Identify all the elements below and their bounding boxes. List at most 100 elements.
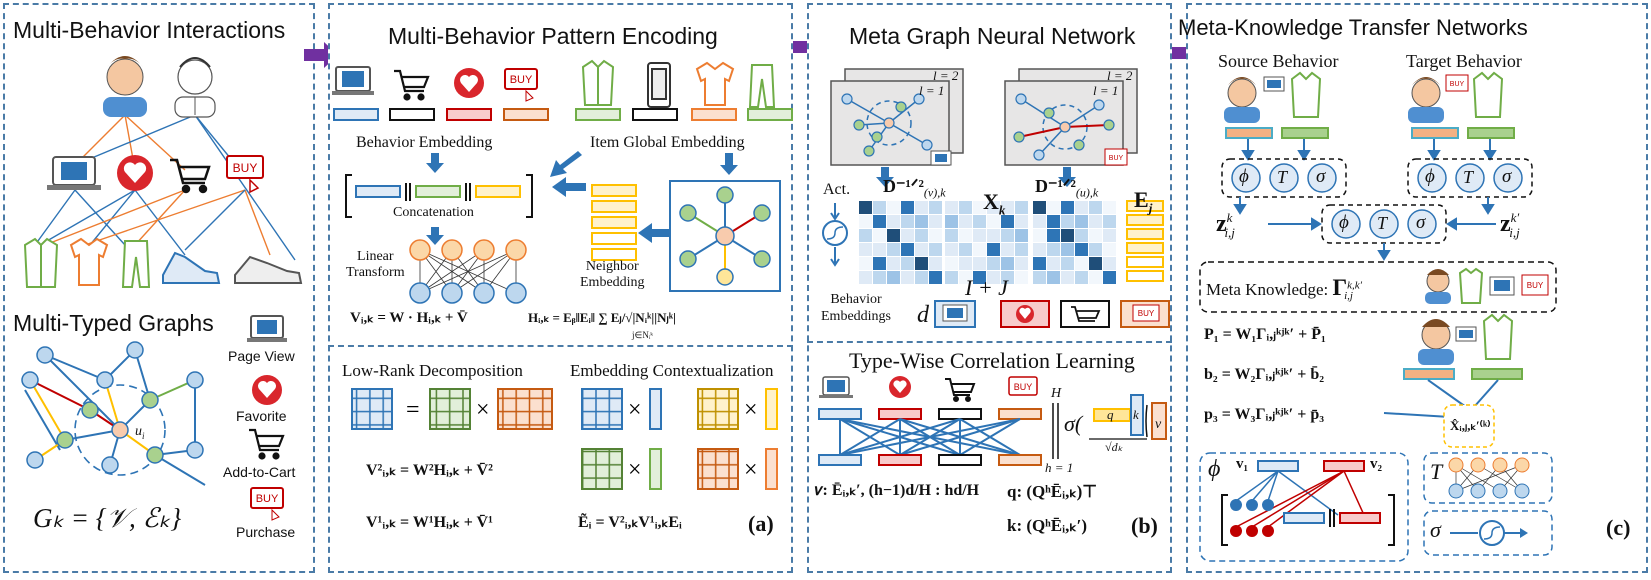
panel-label-b: (b) (1131, 513, 1158, 538)
neighbor-embedding-label: Neighbor Embedding (580, 259, 645, 291)
v-label: v (1155, 417, 1162, 432)
matrix-cell (959, 257, 972, 270)
phi-symbol: ϕ (1239, 166, 1249, 187)
d-v-label: D⁻¹ᐟ²(v),k (883, 176, 946, 200)
item-global-embedding-label: Item Global Embedding (590, 134, 745, 151)
matrix-cell (901, 201, 914, 214)
svg-text:BUY: BUY (1138, 309, 1155, 318)
matrix-cell (901, 215, 914, 228)
matrix-cell (945, 229, 958, 242)
transfer-diagram: BUY BUY (1199, 71, 1557, 562)
matrix-cell (887, 201, 900, 214)
matrix-cell (1047, 215, 1060, 228)
matrix-cell (1047, 243, 1060, 256)
matrix-cell (873, 201, 886, 214)
encoding-diagram-top: BUY (332, 59, 793, 304)
matrix-cell (887, 257, 900, 270)
H-label: H (1051, 386, 1062, 401)
matrix-cell (887, 271, 900, 284)
eq-v-ik: Vᵢ,ₖ = W · Hᵢ,ₖ + V̄ (350, 310, 468, 326)
matrix-cell (929, 201, 942, 214)
cart-icon (170, 158, 211, 194)
behavior-embeddings-label: Behavior Embeddings (821, 292, 891, 324)
contextualization-title: Embedding Contextualization (570, 361, 774, 380)
behavior-embedding-label: Behavior Embedding (356, 134, 493, 151)
matrix-cell (1015, 243, 1028, 256)
concatenation-label: Concatenation (393, 205, 474, 220)
matrix-cell (873, 243, 886, 256)
legend-favorite: Favorite (236, 408, 287, 424)
T-symbol-2: T (1463, 167, 1474, 187)
matrix-cell (873, 257, 886, 270)
matrix-cell (945, 271, 958, 284)
layer-label-2: l = 2 (933, 68, 959, 83)
matrix-cell (929, 229, 942, 242)
low-rank-title: Low-Rank Decomposition (342, 361, 523, 380)
panel-title: Meta-Knowledge Transfer Networks (1178, 15, 1528, 40)
svg-text:=: = (406, 397, 420, 423)
matrix-cell (859, 271, 872, 284)
matrix-cell (1075, 243, 1088, 256)
matrix-cell (1089, 201, 1102, 214)
matrix-cell (987, 271, 1000, 284)
matrix-cell (915, 229, 928, 242)
legend-page-view: Page View (228, 348, 295, 364)
matrix-cell (987, 257, 1000, 270)
matrix-cell (859, 243, 872, 256)
q-label: q (1107, 407, 1114, 422)
matrix-cell (1047, 201, 1060, 214)
matrix-cell (901, 229, 914, 242)
matrix-cell (929, 257, 942, 270)
matrix-cell (1001, 271, 1014, 284)
d-u-label: D⁻¹ᐟ²(u),k (1035, 176, 1099, 200)
phi-subbox-symbol: ϕ (1208, 456, 1221, 482)
page-view-icon (819, 376, 853, 398)
matrix-cell (987, 215, 1000, 228)
sigma-label: σ( (1064, 411, 1083, 436)
matrix-cell (859, 215, 872, 228)
matrix-cell (959, 271, 972, 284)
matrix-cell (873, 229, 886, 242)
q-eq: q: (QʰĒᵢ,ₖ)⊤ (1007, 482, 1098, 501)
degree-matrix-v (859, 201, 945, 284)
graph-formula: Gₖ = {𝒱, ℰₖ} (33, 503, 182, 533)
matrix-cell (915, 271, 928, 284)
z-target: zk′i,j (1500, 210, 1520, 240)
matrix-cell (945, 215, 958, 228)
target-user-avatar (1408, 77, 1444, 123)
matrix-cell (873, 271, 886, 284)
legend-icons: BUY (247, 315, 287, 521)
T-symbol: T (1277, 167, 1288, 187)
phone-item-icon (647, 62, 671, 108)
eq-h-ik-sum-index: j∈Nᵢᵏ (632, 330, 654, 340)
matrix-cell (1075, 271, 1088, 284)
matrix-cell (973, 201, 986, 214)
i-plus-j-label: I + J (965, 275, 1008, 300)
legend-buy-icon: BUY (250, 487, 284, 521)
matrix-cell (929, 243, 942, 256)
type-wise-subpanel (807, 341, 1172, 573)
svg-text:BUY: BUY (1109, 155, 1124, 162)
shirt-item-icon (695, 61, 735, 106)
svg-text:BUY: BUY (233, 161, 258, 175)
svg-text:BUY: BUY (256, 493, 279, 505)
layer-label-2b: l = 2 (1107, 68, 1133, 83)
matrix-cell (1089, 271, 1102, 284)
matrix-cell (1047, 229, 1060, 242)
eq-P1: P₁ = W₁Γᵢ,ⱼᵏʲᵏ′ + P̄₁ (1204, 326, 1326, 343)
matrix-cell (1033, 243, 1046, 256)
linear-transform-label: Linear Transform (346, 249, 405, 281)
act-label: Act. (823, 181, 851, 198)
sigma-symbol: σ (1316, 166, 1326, 187)
matrix-cell (1015, 201, 1028, 214)
matrix-cell (959, 229, 972, 242)
svg-text:×: × (628, 397, 642, 423)
matrix-cell (973, 271, 986, 284)
matrix-cell (915, 215, 928, 228)
node-label-ui: ui (135, 424, 145, 441)
matrix-cell (1001, 201, 1014, 214)
matrix-cell (859, 229, 872, 242)
matrix-cell (915, 243, 928, 256)
matrix-cell (1103, 243, 1116, 256)
matrix-cell (973, 215, 986, 228)
